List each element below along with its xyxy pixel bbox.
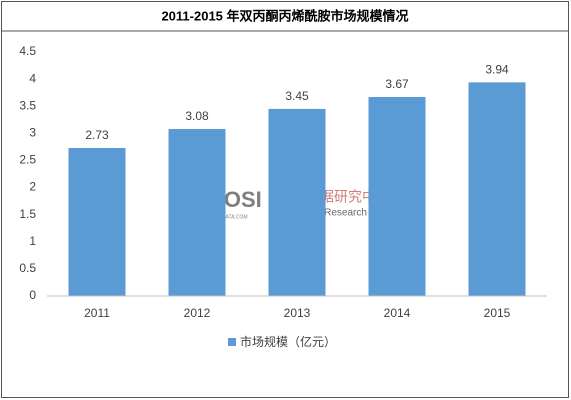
bar [368, 97, 426, 296]
watermark-site: BOSIDATA.COM [210, 214, 248, 220]
x-tick-label: 2014 [384, 306, 411, 320]
legend-label: 市场规模（亿元） [240, 334, 336, 349]
bar [68, 147, 126, 296]
data-label: 3.67 [385, 77, 409, 91]
chart-title: 2011-2015 年双丙酮丙烯酰胺市场规模情况 [161, 8, 408, 23]
y-tick-label: 0 [29, 288, 36, 302]
bar [168, 128, 226, 296]
data-label: 2.73 [85, 128, 109, 142]
bar [268, 108, 326, 296]
y-tick-label: 2 [29, 180, 36, 194]
x-tick-label: 2012 [184, 306, 211, 320]
y-tick-label: 0.5 [19, 261, 36, 275]
y-tick-label: 4 [29, 71, 36, 85]
y-tick-label: 1.5 [19, 207, 36, 221]
bar [468, 82, 526, 296]
y-tick-label: 3 [29, 126, 36, 140]
x-tick-label: 2011 [84, 306, 110, 320]
data-label: 3.45 [285, 89, 309, 103]
y-tick-label: 2.5 [19, 153, 36, 167]
legend-swatch [228, 338, 236, 346]
y-tick-label: 4.5 [19, 44, 36, 58]
data-label: 3.08 [185, 109, 209, 123]
y-tick-label: 1 [29, 234, 36, 248]
x-tick-label: 2015 [484, 306, 511, 320]
data-label: 3.94 [485, 63, 509, 77]
x-tick-label: 2013 [284, 306, 311, 320]
watermark-name-en: Bosi Data Research Center [278, 208, 400, 219]
y-tick-label: 3.5 [19, 98, 36, 112]
